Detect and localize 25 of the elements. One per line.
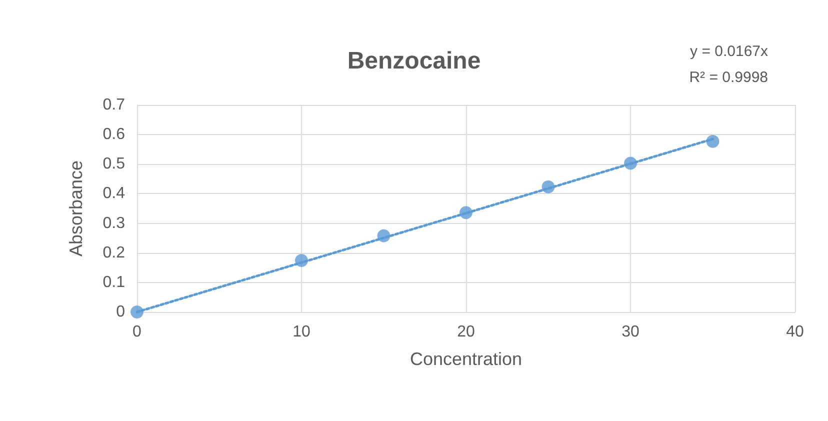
text: R² = 0.9998 bbox=[689, 69, 768, 86]
y-tick-label: 0.5 bbox=[102, 156, 126, 173]
point bbox=[706, 134, 720, 148]
point bbox=[130, 306, 144, 318]
x-tick-label: 0 bbox=[132, 324, 142, 340]
x-tick-label: 20 bbox=[457, 324, 475, 340]
text: y = 0.0167x bbox=[690, 43, 768, 60]
x-axis-title: Concentration bbox=[410, 349, 522, 369]
point bbox=[377, 229, 390, 242]
x-tick-label: 10 bbox=[292, 324, 310, 340]
y-tick-label: 0.1 bbox=[102, 274, 126, 291]
point bbox=[624, 156, 637, 170]
point bbox=[542, 180, 555, 194]
y-tick-label: 0 bbox=[116, 304, 126, 320]
y-tick-label: 0.2 bbox=[102, 244, 126, 262]
x-tick-label: 30 bbox=[622, 324, 640, 340]
x-tick-label: 40 bbox=[786, 324, 804, 340]
y-tick-label: 0.6 bbox=[102, 126, 126, 144]
y-tick-label: 0.7 bbox=[102, 96, 126, 114]
y-tick-label: 0.3 bbox=[102, 214, 126, 232]
chart-title: Benzocaine bbox=[347, 48, 481, 74]
point bbox=[460, 206, 472, 220]
point bbox=[295, 254, 308, 268]
y-axis-title: Absorbance bbox=[66, 160, 86, 257]
y-tick-label: 0.4 bbox=[102, 185, 126, 202]
